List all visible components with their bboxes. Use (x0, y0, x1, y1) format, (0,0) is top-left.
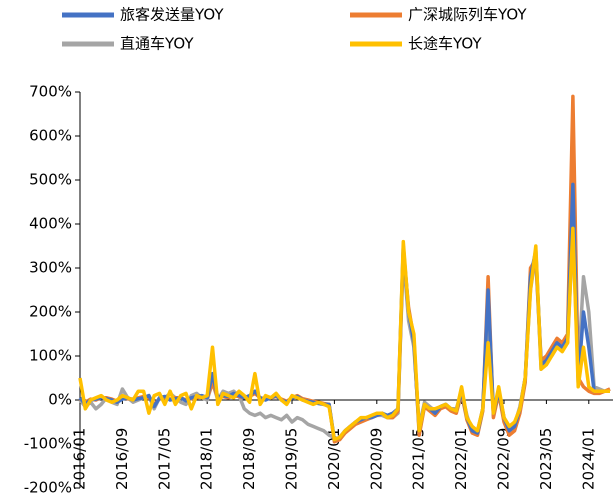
y-tick-label: 400% (29, 215, 72, 233)
y-tick-label: 200% (29, 303, 72, 321)
x-tick-label: 2023/05 (537, 428, 555, 490)
x-tick-label: 2021/05 (410, 428, 428, 490)
x-tick-label: 2018/01 (198, 428, 216, 490)
x-tick-label: 2016/09 (113, 428, 131, 490)
x-tick-label: 2022/09 (495, 428, 513, 490)
y-tick-label: -100% (24, 435, 72, 453)
series-line (78, 231, 611, 442)
legend-label: 广深城际列车YOY (408, 6, 527, 24)
x-tick-label: 2020/09 (367, 428, 385, 490)
y-tick-label: -200% (24, 479, 72, 497)
x-tick-label: 2016/01 (71, 428, 89, 490)
y-tick-label: 100% (29, 347, 72, 365)
y-tick-label: 300% (29, 259, 72, 277)
legend-label: 长途车YOY (408, 35, 482, 53)
y-tick-label: 700% (29, 83, 72, 101)
x-tick-label: 2017/05 (155, 428, 173, 490)
legend-label: 旅客发送量YOY (120, 6, 224, 24)
y-tick-label: 500% (29, 171, 72, 189)
x-tick-label: 2024/01 (579, 428, 597, 490)
x-tick-label: 2020/01 (325, 428, 343, 490)
x-tick-label: 2019/05 (283, 428, 301, 490)
x-tick-label: 2022/01 (452, 428, 470, 490)
y-tick-label: 600% (29, 127, 72, 145)
x-tick-label: 2018/09 (240, 428, 258, 490)
y-tick-label: 0% (48, 391, 72, 409)
legend-label: 直通车YOY (120, 35, 194, 53)
series-line (78, 226, 610, 442)
